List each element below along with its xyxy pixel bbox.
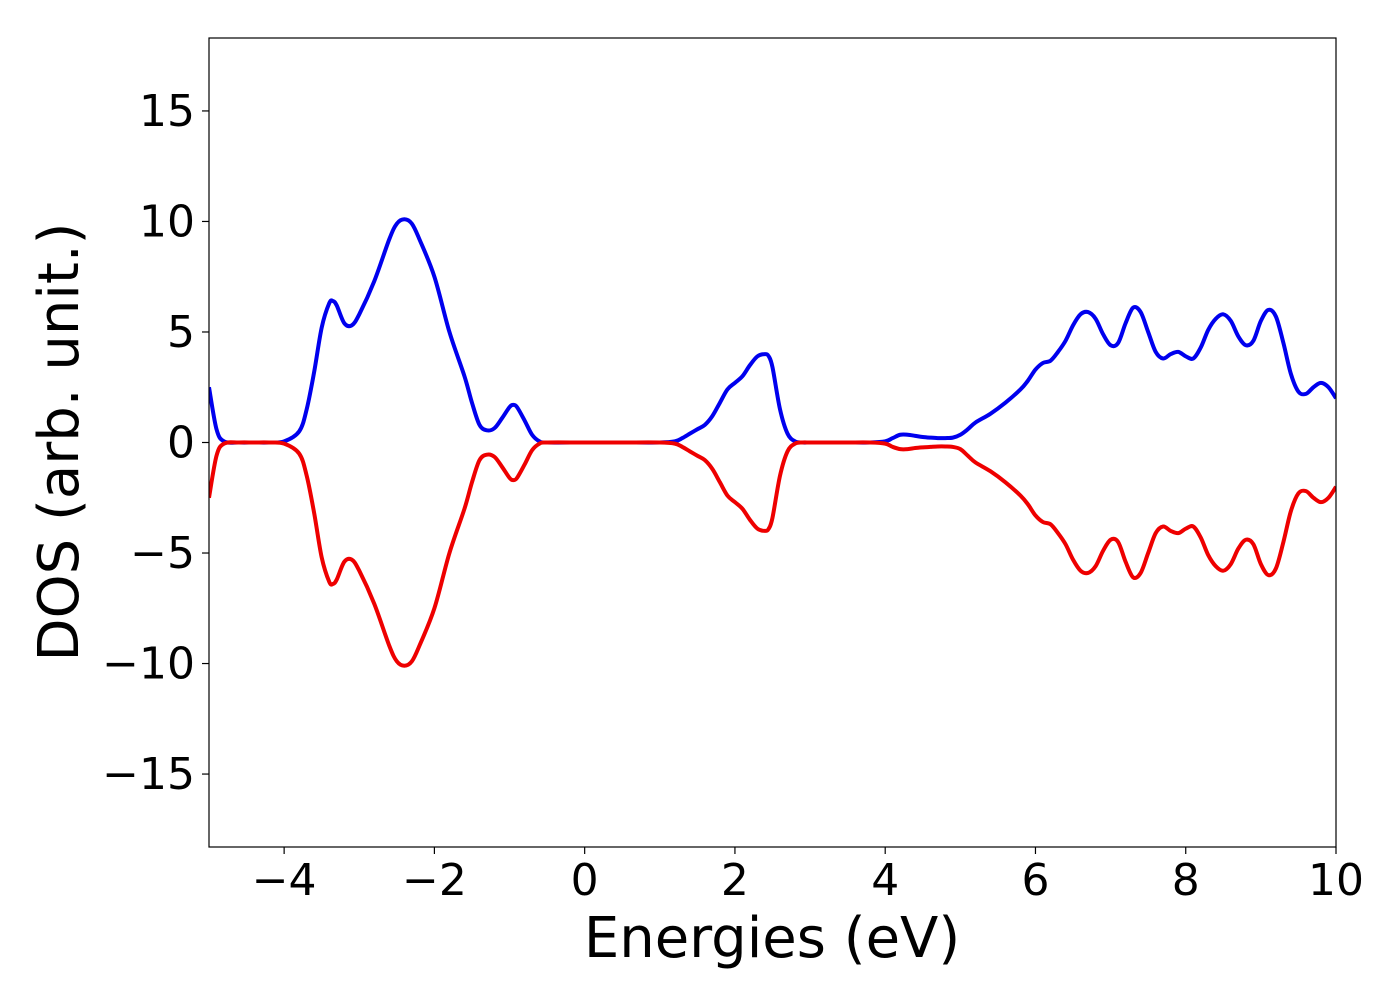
- y-tick-label: 15: [139, 86, 195, 137]
- series-layer: [209, 217, 1336, 668]
- x-tick-label: 2: [721, 855, 749, 906]
- x-axis-label: Energies (eV): [584, 906, 960, 971]
- x-tick-label: −2: [402, 855, 467, 906]
- x-tick-label: 4: [871, 855, 899, 906]
- y-tick-label: 5: [167, 307, 195, 358]
- y-tick-label: −10: [102, 639, 195, 690]
- x-tick-label: 10: [1308, 855, 1364, 906]
- plot-background: [209, 38, 1336, 847]
- y-axis-ticks: −15 −10 −5 0 5 10 15: [102, 86, 209, 800]
- y-tick-label: −15: [102, 749, 195, 800]
- spin-down-dos-line: [209, 440, 1336, 668]
- x-tick-label: 0: [571, 855, 599, 906]
- x-tick-label: 8: [1172, 855, 1200, 906]
- y-tick-label: −5: [130, 528, 195, 579]
- y-tick-label: 0: [167, 418, 195, 469]
- y-tick-label: 10: [139, 196, 195, 247]
- x-tick-label: 6: [1021, 855, 1049, 906]
- x-tick-label: −4: [252, 855, 317, 906]
- y-axis-label: DOS (arb. unit.): [27, 222, 92, 661]
- x-axis-ticks: −4 −2 0 2 4 6 8 10: [252, 847, 1364, 906]
